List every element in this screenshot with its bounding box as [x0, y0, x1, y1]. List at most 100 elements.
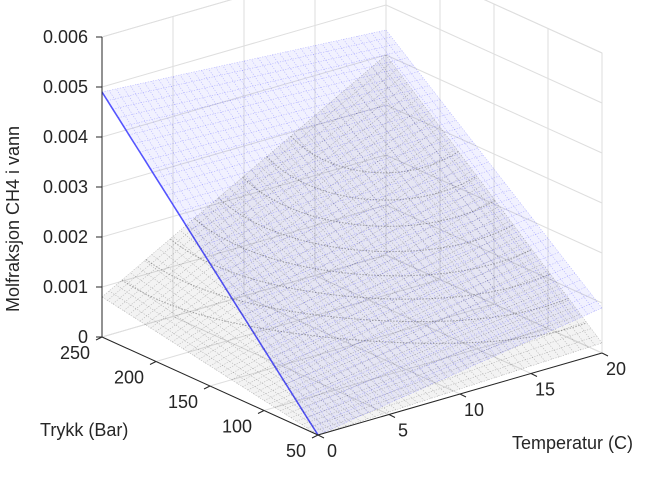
- surface-mesh-line: [226, 220, 511, 377]
- surface-mesh-line: [229, 187, 447, 394]
- x-tick-label: 0: [327, 441, 337, 461]
- surface-mesh-line: [301, 286, 586, 410]
- x-tick-mark: [530, 373, 538, 377]
- surface-mesh-line: [286, 51, 503, 353]
- surface-fill: [102, 30, 602, 435]
- surface-mesh-line: [280, 259, 565, 376]
- surface-mesh-line: [134, 97, 419, 318]
- surface-mesh-line: [226, 189, 511, 290]
- surface-mesh-line: [247, 249, 532, 391]
- tick-labels: 051015205010015020025000.0010.0020.0030.…: [43, 27, 626, 461]
- surface-mesh-line: [236, 62, 454, 375]
- surface-mesh-line: [317, 342, 603, 436]
- side-grid-line-z: [385, 254, 603, 354]
- surface-mesh-line: [300, 127, 518, 371]
- surface-mesh-line: [208, 206, 425, 401]
- surface-mesh-line: [296, 313, 581, 422]
- surface-mesh-line: [231, 227, 516, 381]
- y-tick-label: 100: [222, 417, 252, 437]
- surface-mesh-line: [307, 46, 525, 344]
- surface-mesh-line: [328, 42, 546, 334]
- z-tick-label: 0: [78, 327, 88, 347]
- surface-blue: [101, 29, 603, 436]
- surface-mesh-line: [285, 266, 570, 384]
- y-tick-mark: [311, 434, 319, 439]
- side-grid-line-z: [385, 54, 603, 154]
- surface-mesh-line: [243, 60, 461, 372]
- surface-mesh-line: [158, 79, 376, 410]
- back-grid-line-z: [101, 204, 387, 288]
- surface-mesh-line: [364, 34, 581, 318]
- y-axis-label: Trykk (Bar): [40, 420, 128, 440]
- surfaces: [101, 29, 603, 436]
- surface-mesh-line: [161, 133, 446, 336]
- surface-contour-line: [121, 279, 588, 344]
- surface-mesh-line: [139, 105, 424, 322]
- surface-mesh-line: [165, 77, 383, 407]
- surface-mesh-line: [385, 54, 603, 344]
- x-tick-label: 5: [398, 421, 408, 441]
- surface-mesh-line: [231, 196, 516, 299]
- surface-mesh-line: [314, 115, 532, 367]
- surface-mesh-line: [144, 260, 361, 422]
- surface-mesh-line: [279, 145, 496, 378]
- y-tick-label: 50: [286, 441, 306, 461]
- surface-mesh-line: [257, 57, 475, 366]
- z-tick-label: 0.002: [43, 227, 88, 247]
- surface-mesh-line: [155, 99, 441, 179]
- side-grid-line-z: [483, 0, 603, 54]
- side-grid-line-z: [385, 154, 603, 254]
- surface-mesh-line: [116, 284, 333, 431]
- z-tick-label: 0.004: [43, 127, 88, 147]
- surface-mesh-line: [321, 109, 539, 364]
- surface-mesh-line: [371, 66, 589, 348]
- x-tick-label: 15: [535, 380, 555, 400]
- surface-mesh-line: [357, 79, 574, 353]
- surface-mesh-line: [301, 321, 586, 425]
- surface-mesh-line: [242, 241, 527, 387]
- surface-mesh-line: [307, 293, 592, 419]
- surface-mesh-line: [293, 133, 510, 374]
- surface-mesh-line: [128, 64, 414, 136]
- back-grid-line-z: [101, 54, 387, 138]
- surface-mesh-line: [290, 273, 576, 393]
- surface-mesh-line: [314, 45, 532, 340]
- surface-contour-line: [145, 259, 569, 323]
- surface-mesh-line: [274, 252, 559, 367]
- surface-mesh-line: [272, 151, 489, 381]
- floor-grid-line-y: [209, 303, 495, 387]
- surface-mesh-line: [145, 112, 430, 325]
- y-tick-mark: [257, 410, 265, 414]
- y-tick-label: 250: [60, 343, 90, 363]
- surface-mesh-line: [101, 29, 387, 93]
- surface-mesh-line: [296, 279, 581, 401]
- surface-mesh-line: [274, 285, 559, 408]
- surface-mesh-line: [115, 88, 333, 429]
- surface-mesh-line: [279, 53, 496, 356]
- surface-mesh-line: [336, 40, 553, 331]
- side-grid-line-z: [385, 204, 603, 304]
- surface-mesh-line: [155, 126, 441, 332]
- surface-mesh-line: [220, 182, 505, 281]
- back-grid-line-z: [101, 254, 387, 338]
- surface-mesh-line: [286, 139, 503, 376]
- surface-mesh-line: [204, 161, 489, 256]
- surface-mesh-line: [280, 292, 565, 412]
- y-tick-mark: [203, 385, 211, 390]
- side-grid-line-z: [385, 4, 603, 104]
- surface-mesh-line: [220, 213, 505, 374]
- surface-edge: [101, 91, 319, 436]
- back-grid-line-z: [101, 0, 232, 38]
- surface-mesh-line: [112, 69, 397, 305]
- surface-mesh-line: [312, 335, 597, 432]
- surface-contour-line: [290, 135, 459, 174]
- surface-mesh-line: [236, 203, 522, 307]
- x-tick-mark: [388, 414, 396, 418]
- surface-mesh-line: [229, 63, 447, 379]
- surface-mesh-line: [209, 198, 495, 367]
- surface-mesh-line: [263, 270, 549, 401]
- surface-mesh-line: [107, 36, 392, 101]
- surface-mesh-line: [123, 83, 408, 312]
